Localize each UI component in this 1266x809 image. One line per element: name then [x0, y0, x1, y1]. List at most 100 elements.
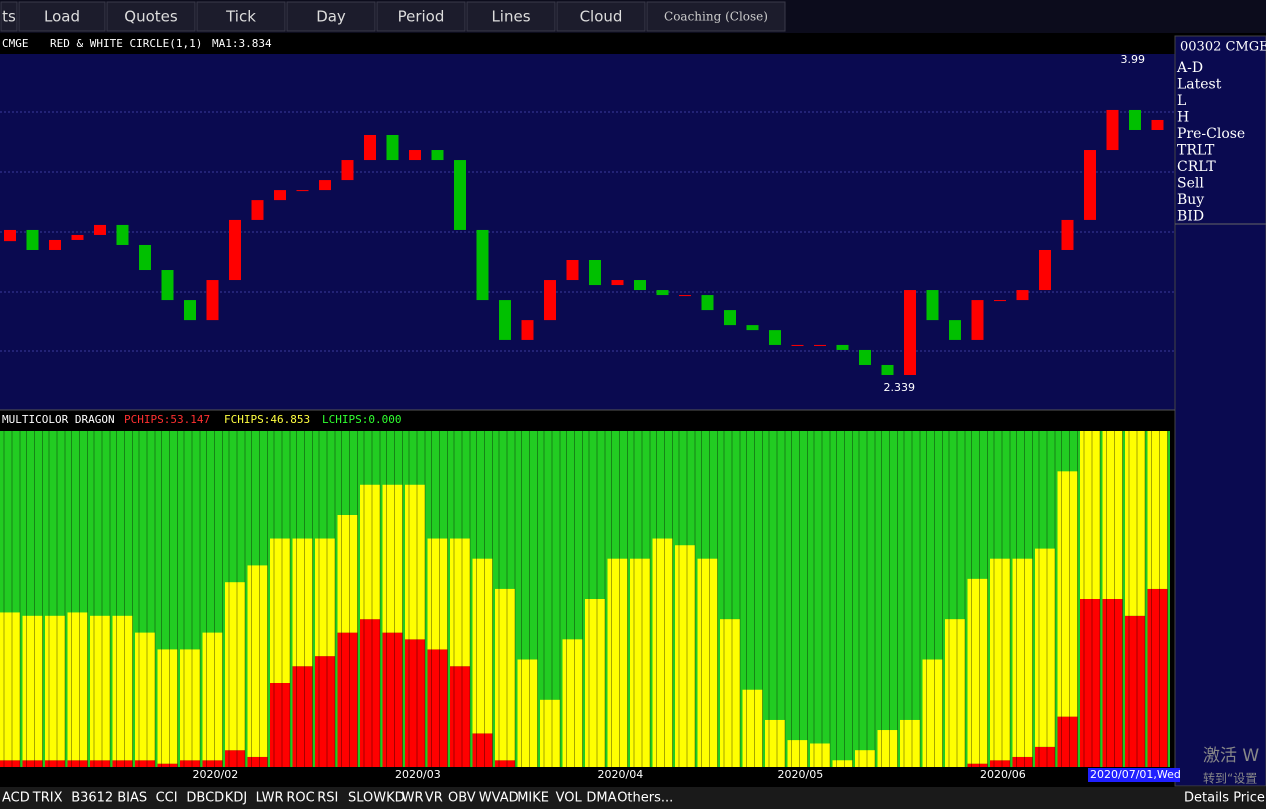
- side-item: TRLT: [1177, 143, 1215, 159]
- candle: [409, 150, 421, 161]
- chips-bar: [652, 538, 673, 767]
- tab[interactable]: B3612: [71, 791, 113, 806]
- toolbar-label[interactable]: Load: [44, 8, 80, 26]
- candle: [341, 160, 354, 181]
- tab[interactable]: KDJ: [225, 791, 247, 806]
- toolbar-button[interactable]: [646, 1, 786, 32]
- chips-bar: [765, 719, 785, 767]
- tab[interactable]: OBV: [448, 791, 476, 806]
- chips-bar: [315, 656, 335, 767]
- chips-bar: [562, 639, 583, 767]
- candle: [971, 300, 984, 340]
- tab[interactable]: ROC: [286, 791, 314, 806]
- toolbar-button[interactable]: [376, 1, 466, 32]
- chips-bar: [112, 615, 133, 761]
- x-date-label: 2020/02: [193, 768, 239, 781]
- price-header: CMGE: [2, 37, 29, 50]
- toolbar-label[interactable]: Tick: [225, 8, 256, 26]
- toolbar-label[interactable]: ts: [2, 8, 16, 26]
- toolbar-label[interactable]: Coaching (Close): [664, 10, 768, 24]
- tab[interactable]: CCI: [156, 791, 178, 806]
- chips-header: LCHIPS:0.000: [322, 413, 401, 426]
- candle: [994, 300, 1006, 302]
- candle: [566, 260, 579, 281]
- candle: [634, 280, 646, 291]
- chips-bar: [1125, 615, 1145, 767]
- toolbar-label[interactable]: Lines: [491, 8, 530, 26]
- tab-bar: [0, 787, 1266, 809]
- candle: [139, 244, 151, 271]
- chips-bar: [247, 756, 268, 767]
- tab[interactable]: LWR: [256, 791, 284, 806]
- chips-bar: [180, 649, 200, 761]
- price-header: MA1:3.834: [212, 37, 272, 50]
- chips-bar: [180, 760, 200, 767]
- candle: [476, 229, 489, 301]
- toolbar-button[interactable]: [106, 1, 196, 32]
- candle: [4, 229, 16, 242]
- toolbar-button[interactable]: [556, 1, 646, 32]
- toolbar-label[interactable]: Cloud: [580, 8, 623, 26]
- chips-bar: [450, 666, 470, 767]
- chips-bar: [202, 632, 223, 761]
- tab[interactable]: Others...: [617, 791, 673, 806]
- chips-bar: [90, 615, 110, 761]
- chips-bar: [157, 763, 178, 767]
- toolbar-button[interactable]: [466, 1, 556, 32]
- chips-bar: [540, 699, 560, 767]
- chips-bar: [585, 599, 605, 767]
- chips-bar: [270, 683, 290, 767]
- candle: [364, 134, 376, 161]
- chips-bar: [990, 760, 1010, 767]
- tab[interactable]: WVAD: [479, 791, 519, 806]
- toolbar-button[interactable]: [196, 1, 286, 32]
- chips-header: MULTICOLOR DRAGON: [2, 413, 115, 426]
- tab[interactable]: BIAS: [117, 791, 147, 806]
- candle: [431, 150, 444, 161]
- toolbar-label[interactable]: Period: [398, 8, 445, 26]
- chips-bar: [45, 760, 65, 767]
- tab[interactable]: SLOWKD: [348, 791, 405, 806]
- toolbar-button[interactable]: [0, 1, 18, 32]
- chips-bar: [90, 760, 110, 767]
- watermark: 转到“设置: [1203, 771, 1257, 786]
- chips-bar: [292, 538, 313, 667]
- chips-header: FCHIPS:46.853: [224, 413, 310, 426]
- side-item: Buy: [1177, 192, 1204, 208]
- chips-bar: [922, 659, 943, 767]
- side-item: Sell: [1177, 176, 1204, 192]
- candle: [814, 344, 826, 346]
- tab[interactable]: WR: [402, 791, 424, 806]
- candle: [769, 330, 781, 345]
- chips-bar: [1012, 756, 1033, 767]
- chips-bar: [720, 619, 740, 767]
- toolbar-label[interactable]: Quotes: [124, 8, 178, 26]
- tab[interactable]: VR: [425, 791, 443, 806]
- chips-bar: [337, 515, 358, 633]
- chips-bar: [877, 730, 898, 767]
- chips-bar: [292, 666, 313, 767]
- side-item: L: [1177, 93, 1186, 109]
- chips-bar: [990, 558, 1010, 761]
- tab[interactable]: RSI: [317, 791, 338, 806]
- toolbar-label[interactable]: Day: [316, 8, 346, 26]
- tab[interactable]: ACD: [2, 791, 30, 806]
- tab[interactable]: DBCD: [186, 791, 224, 806]
- tab[interactable]: MIKE: [517, 791, 549, 806]
- chips-bar: [450, 538, 470, 667]
- candle: [701, 295, 714, 311]
- tab[interactable]: TRIX: [32, 791, 63, 806]
- chips-bar: [67, 612, 88, 761]
- details-tab[interactable]: Details Price: [1184, 791, 1265, 806]
- candle: [386, 134, 399, 161]
- candle: [49, 239, 61, 250]
- toolbar-button[interactable]: [18, 1, 106, 32]
- date-highlight: [1088, 768, 1180, 782]
- tab[interactable]: DMA: [586, 791, 616, 806]
- side-item: Pre-Close: [1177, 126, 1245, 142]
- chips-bar: [22, 615, 43, 761]
- chips-bar: [1102, 431, 1123, 599]
- tab[interactable]: VOL: [556, 791, 583, 806]
- toolbar-button[interactable]: [286, 1, 376, 32]
